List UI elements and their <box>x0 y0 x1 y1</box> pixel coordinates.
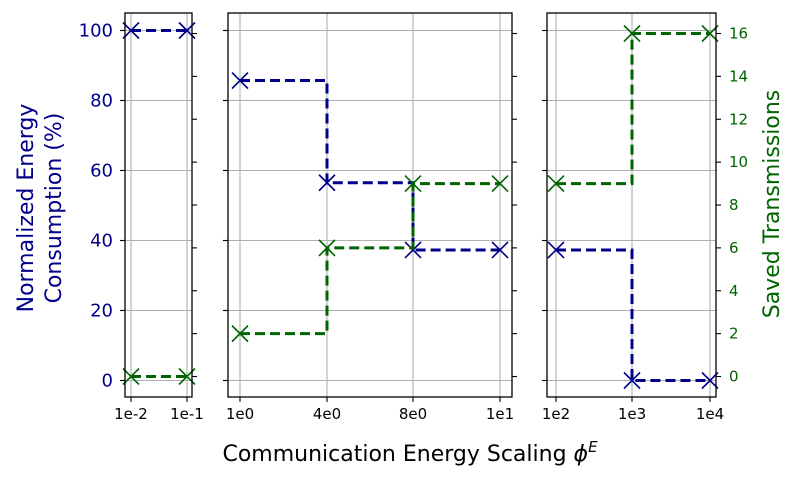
x-tick-label: 1e0 <box>226 405 254 423</box>
energy-point <box>701 371 719 390</box>
y-right-tick-label: 6 <box>729 239 739 257</box>
y-axis-label-left-line2: Consumption (%) <box>42 113 67 304</box>
energy-point <box>491 241 509 259</box>
y-left-tick-label: 80 <box>90 91 113 112</box>
energy-point <box>122 21 140 40</box>
energy-point <box>231 71 249 90</box>
x-axis-label-text: Communication Energy Scaling <box>222 442 566 467</box>
axes-frame <box>227 12 513 398</box>
saved-point <box>231 325 249 343</box>
y-right-tick-label: 4 <box>729 282 739 300</box>
saved-point <box>404 174 422 193</box>
y-right-tick-label: 2 <box>729 325 739 343</box>
y-right-tick-label: 12 <box>729 110 748 128</box>
energy-series-line <box>556 248 710 382</box>
x-tick-label: 1e-1 <box>170 405 204 423</box>
y-left-tick-label: 60 <box>90 161 113 182</box>
energy-point <box>404 241 422 259</box>
y-right-tick-label: 8 <box>729 196 739 214</box>
x-axis-label-symbol: ϕ <box>574 442 589 467</box>
tick-layer: 1e-2 1e-1 1e0 4e0 8e0 1e1 1e2 1e3 1e402040608010… <box>79 21 748 424</box>
frame-layer <box>124 12 717 398</box>
x-tick-label: 1e3 <box>618 405 646 423</box>
x-tick-label: 8e0 <box>399 405 427 423</box>
saved-series-line <box>240 182 500 336</box>
energy-series-line <box>240 79 500 252</box>
x-tick-label: 1e1 <box>486 405 514 423</box>
saved-point <box>701 24 719 43</box>
energy-point <box>318 174 336 192</box>
y-left-tick-label: 20 <box>90 301 113 322</box>
x-axis-label-space <box>567 442 574 467</box>
x-tick-label: 1e4 <box>696 405 724 423</box>
x-axis-label-superscript: E <box>588 438 598 456</box>
energy-point <box>547 241 565 259</box>
grid-layer <box>125 13 716 397</box>
y-left-tick-label: 100 <box>79 21 113 42</box>
energy-point <box>623 371 641 390</box>
y-axis-label-right: Saved Transmissions <box>760 90 785 319</box>
y-left-tick-label: 0 <box>102 371 113 392</box>
saved-point <box>547 174 565 193</box>
y-left-tick-label: 40 <box>90 231 113 252</box>
axes-frame <box>124 12 193 398</box>
saved-point <box>318 239 336 257</box>
y-right-tick-label: 0 <box>729 368 739 386</box>
y-right-tick-label: 10 <box>729 153 748 171</box>
saved-point <box>491 174 509 193</box>
y-right-tick-label: 16 <box>729 25 748 43</box>
saved-point <box>122 367 140 386</box>
y-right-tick-label: 14 <box>729 67 748 85</box>
x-tick-label: 1e2 <box>542 405 570 423</box>
x-tick-label: 4e0 <box>313 405 341 423</box>
x-axis-label: Communication Energy Scaling ϕE <box>222 438 598 467</box>
x-tick-label: 1e-2 <box>114 405 148 423</box>
y-axis-label-left-line1: Normalized Energy <box>14 104 39 313</box>
saved-point <box>623 24 641 43</box>
series-layer <box>122 21 719 390</box>
saved-series-line <box>556 32 710 186</box>
